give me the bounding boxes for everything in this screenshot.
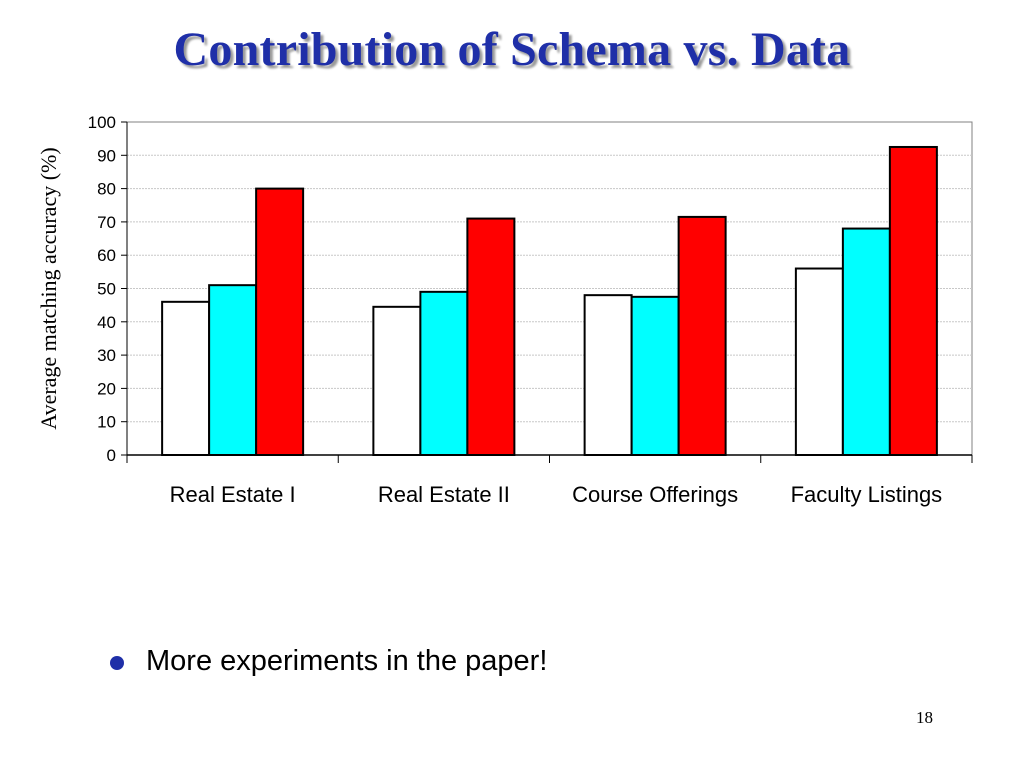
bar <box>841 227 891 456</box>
y-tick-label: 40 <box>97 313 116 332</box>
slide-title: Contribution of Schema vs. Data <box>173 23 851 76</box>
y-tick-label: 70 <box>97 213 116 232</box>
bar <box>419 290 469 456</box>
x-tick-label: Real Estate I <box>170 482 296 507</box>
x-tick-label: Course Offerings <box>572 482 738 507</box>
y-tick-label: 10 <box>97 413 116 432</box>
bar <box>794 267 844 456</box>
bar <box>161 300 211 456</box>
bar <box>888 145 938 456</box>
page-number: 18 <box>916 708 933 727</box>
bar <box>255 187 305 456</box>
bar <box>677 215 727 456</box>
y-tick-label: 100 <box>88 113 116 132</box>
y-tick-label: 80 <box>97 180 116 199</box>
bullet-item: More experiments in the paper! <box>110 645 547 678</box>
bar-chart: 0 10 20 30 40 50 60 70 80 90 100 Real Estate I Real … <box>36 113 973 507</box>
y-tick-label: 0 <box>107 446 116 465</box>
bar <box>466 217 516 456</box>
y-tick-label: 60 <box>97 246 116 265</box>
bullet-dot-icon <box>110 655 124 670</box>
y-tick-label: 20 <box>97 379 116 398</box>
bar <box>208 284 258 456</box>
bullet-text: More experiments in the paper! <box>146 645 548 677</box>
y-tick-label: 90 <box>97 146 116 165</box>
y-tick-label: 30 <box>97 346 116 365</box>
y-tick-label: 50 <box>97 280 116 299</box>
y-axis-label: Average matching accuracy (%) <box>36 147 61 429</box>
bar <box>630 295 680 456</box>
bar <box>583 294 633 456</box>
bar <box>372 305 422 456</box>
x-tick-label: Real Estate II <box>378 482 510 507</box>
x-tick-label: Faculty Listings <box>791 482 943 507</box>
